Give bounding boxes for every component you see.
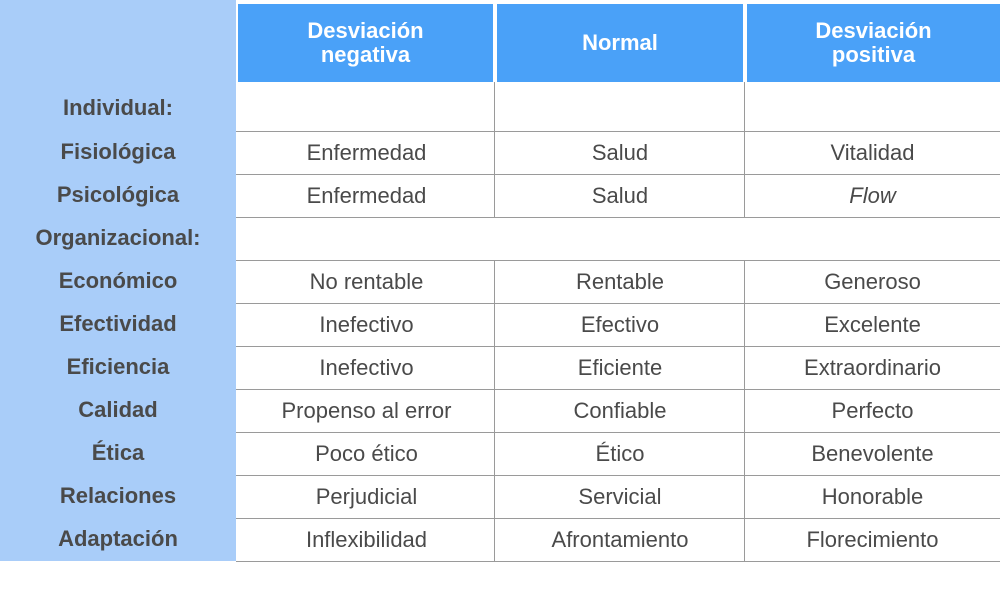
table-cell: Enfermedad [306,139,427,165]
row-label-individual: Individual: [63,95,173,120]
column-divider [744,82,745,217]
table-cell: Servicial [578,483,662,509]
row-label-efectividad: Efectividad [59,311,177,336]
row-label-economico: Económico [58,268,178,293]
table-cell: Rentable [575,268,665,294]
table-cell: Ético [595,440,645,466]
row-divider [236,346,1000,347]
table-cell: Flow [849,182,896,208]
table-cell: Propenso al error [281,397,452,423]
table-cell: Perjudicial [315,483,418,509]
row-divider [236,131,1000,132]
row-divider [236,561,1000,562]
table-cell: Honorable [821,483,924,509]
table-cell: Afrontamiento [551,526,689,552]
row-divider [236,432,1000,433]
row-divider [236,260,1000,261]
table-cell: Efectivo [580,311,660,337]
header-negative-deviation: Desviación negativa [238,4,493,82]
header-normal: Normal [497,4,743,82]
table-cell: Salud [591,139,649,165]
table-cell: Inflexibilidad [305,526,428,552]
table-cell: Excelente [824,311,921,337]
table-cell: Confiable [573,397,667,423]
row-divider [236,518,1000,519]
row-label-adaptacion: Adaptación [58,526,178,551]
column-divider [744,260,745,561]
row-label-psicologica: Psicológica [56,182,180,207]
row-label-etica: Ética [91,440,145,465]
table-cell: Inefectivo [319,354,414,380]
row-divider [236,217,1000,218]
row-label-organizacional: Organizacional: [35,225,201,250]
header-positive-deviation: Desviación positiva [747,4,1000,82]
table-cell: Poco ético [315,440,418,466]
table-cell: Eficiente [577,354,663,380]
table-cell: Vitalidad [830,139,915,165]
row-label-eficiencia: Eficiencia [66,354,170,379]
row-label-column [0,0,236,561]
row-label-fisiologica: Fisiológica [60,139,176,164]
table-cell: Perfecto [831,397,914,423]
table-cell: Generoso [824,268,921,294]
table-cell: Extraordinario [804,354,941,380]
row-divider [236,303,1000,304]
table-cell: Inefectivo [319,311,414,337]
column-divider [494,260,495,561]
table-cell: Salud [591,182,649,208]
row-label-relaciones: Relaciones [59,483,177,508]
table-cell: Florecimiento [806,526,939,552]
row-divider [236,475,1000,476]
row-divider [236,174,1000,175]
table-cell: Benevolente [811,440,934,466]
column-divider [494,82,495,217]
table-cell: Enfermedad [306,182,427,208]
row-label-calidad: Calidad [78,397,158,422]
row-divider [236,389,1000,390]
table-cell: No rentable [309,268,424,294]
